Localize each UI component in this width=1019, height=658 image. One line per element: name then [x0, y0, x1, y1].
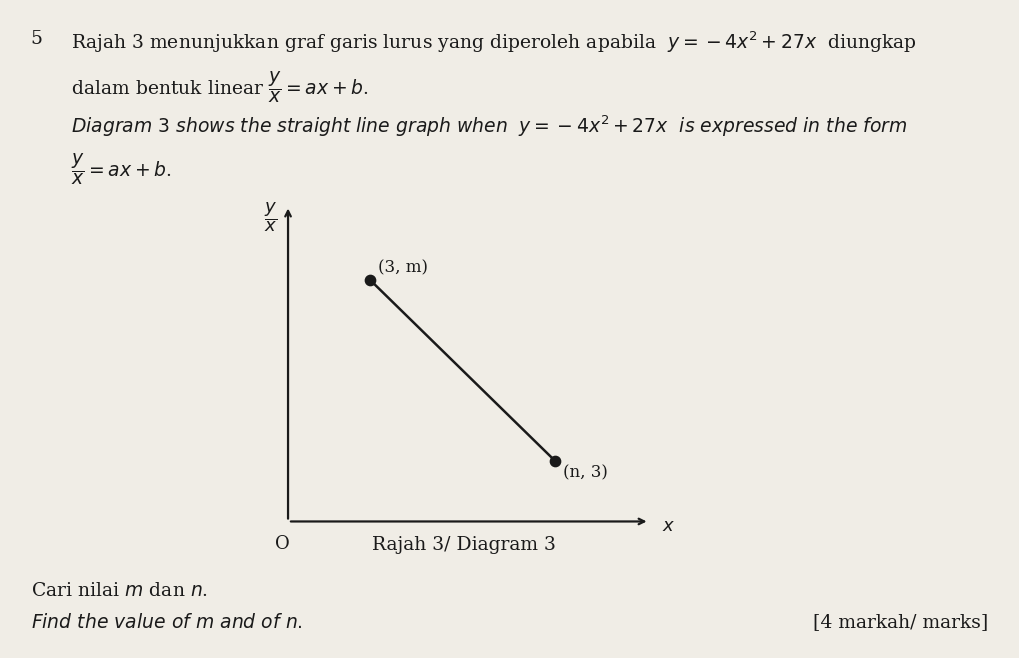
Text: 5: 5 — [31, 30, 43, 47]
Text: Rajah 3/ Diagram 3: Rajah 3/ Diagram 3 — [372, 536, 555, 554]
Text: [4 markah/ marks]: [4 markah/ marks] — [813, 613, 988, 631]
Text: $\it{Find\ the\ value\ of\ m\ and\ of\ n.}$: $\it{Find\ the\ value\ of\ m\ and\ of\ n… — [31, 613, 303, 632]
Point — [546, 455, 562, 466]
Text: Cari nilai $m$ dan $n$.: Cari nilai $m$ dan $n$. — [31, 582, 208, 600]
Text: Rajah 3 menunjukkan graf garis lurus yang diperoleh apabila  $y = -4x^2 + 27x$  : Rajah 3 menunjukkan graf garis lurus yan… — [71, 30, 917, 55]
Text: $\dfrac{y}{x} = ax + b$.: $\dfrac{y}{x} = ax + b$. — [71, 151, 172, 187]
Text: $x$: $x$ — [662, 517, 676, 536]
Text: $\dfrac{y}{x}$: $\dfrac{y}{x}$ — [264, 201, 277, 234]
Text: (n, 3): (n, 3) — [564, 464, 608, 481]
Text: O: O — [275, 534, 289, 553]
Text: dalam bentuk linear $\dfrac{y}{x} = ax + b$.: dalam bentuk linear $\dfrac{y}{x} = ax +… — [71, 69, 369, 105]
Point — [362, 274, 378, 285]
Text: $\it{Diagram\ 3\ shows\ the\ straight\ line\ graph\ when}$  $y = -4x^2 + 27x$  $: $\it{Diagram\ 3\ shows\ the\ straight\ l… — [71, 113, 908, 139]
Text: (3, m): (3, m) — [378, 259, 428, 276]
